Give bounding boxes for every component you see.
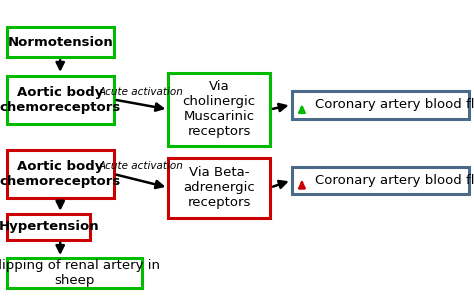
Text: Acute activation: Acute activation: [99, 162, 184, 171]
Text: Acute activation: Acute activation: [99, 87, 184, 97]
FancyBboxPatch shape: [7, 150, 114, 198]
FancyBboxPatch shape: [168, 158, 270, 217]
Text: Coronary artery blood flow: Coronary artery blood flow: [315, 98, 474, 111]
Text: Clipping of renal artery in
sheep: Clipping of renal artery in sheep: [0, 259, 160, 287]
Text: Aortic body
chemoreceptors: Aortic body chemoreceptors: [0, 160, 121, 188]
Text: Via
cholinergic
Muscarinic
receptors: Via cholinergic Muscarinic receptors: [182, 80, 256, 138]
FancyBboxPatch shape: [292, 167, 469, 194]
Text: Via Beta-
adrenergic
receptors: Via Beta- adrenergic receptors: [183, 166, 255, 209]
FancyBboxPatch shape: [7, 75, 114, 124]
FancyBboxPatch shape: [292, 91, 469, 119]
FancyBboxPatch shape: [7, 258, 142, 288]
Text: Aortic body
chemoreceptors: Aortic body chemoreceptors: [0, 86, 121, 114]
FancyBboxPatch shape: [7, 214, 90, 240]
FancyBboxPatch shape: [7, 27, 114, 57]
Text: Normotension: Normotension: [8, 36, 113, 49]
Text: Hypertension: Hypertension: [0, 220, 99, 233]
FancyBboxPatch shape: [168, 73, 270, 146]
Text: Coronary artery blood flow: Coronary artery blood flow: [315, 174, 474, 187]
